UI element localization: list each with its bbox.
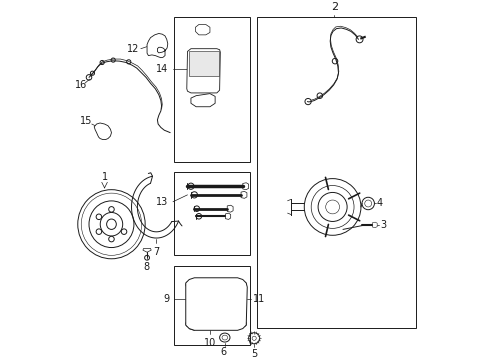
Circle shape <box>241 282 246 288</box>
Text: 14: 14 <box>155 64 167 74</box>
Text: 10: 10 <box>203 338 216 348</box>
Circle shape <box>100 60 104 64</box>
Circle shape <box>241 321 246 327</box>
Circle shape <box>96 214 102 220</box>
Text: 11: 11 <box>253 293 265 303</box>
Circle shape <box>96 229 102 234</box>
Text: 2: 2 <box>330 2 337 12</box>
Text: 4: 4 <box>376 198 382 208</box>
Circle shape <box>355 36 362 43</box>
Text: 7: 7 <box>153 247 159 257</box>
Polygon shape <box>189 51 218 76</box>
Polygon shape <box>195 24 209 35</box>
Polygon shape <box>227 205 233 212</box>
Circle shape <box>316 93 322 98</box>
Bar <box>173 266 249 345</box>
Text: 16: 16 <box>75 80 87 90</box>
Circle shape <box>108 236 114 242</box>
Text: 12: 12 <box>126 44 139 54</box>
Circle shape <box>196 213 201 219</box>
Circle shape <box>185 281 192 288</box>
Circle shape <box>191 192 197 198</box>
Polygon shape <box>94 123 111 140</box>
Ellipse shape <box>106 219 116 229</box>
Circle shape <box>90 71 94 75</box>
Polygon shape <box>190 94 215 107</box>
Text: 6: 6 <box>220 347 225 357</box>
Polygon shape <box>241 192 246 198</box>
Circle shape <box>185 320 192 327</box>
Text: 9: 9 <box>163 293 169 303</box>
Bar <box>173 17 249 162</box>
Text: 3: 3 <box>379 220 386 230</box>
Circle shape <box>144 255 149 260</box>
Bar <box>173 172 249 255</box>
Circle shape <box>111 58 115 62</box>
Polygon shape <box>371 222 376 228</box>
Circle shape <box>194 206 199 211</box>
Polygon shape <box>225 213 230 219</box>
Circle shape <box>248 333 259 344</box>
Circle shape <box>108 207 114 212</box>
Bar <box>256 17 415 328</box>
Polygon shape <box>142 248 151 252</box>
Polygon shape <box>242 183 248 190</box>
Circle shape <box>121 229 126 234</box>
Text: 15: 15 <box>80 116 93 126</box>
Polygon shape <box>186 49 220 93</box>
Text: 1: 1 <box>102 172 107 182</box>
Text: 8: 8 <box>142 262 149 271</box>
Circle shape <box>86 75 92 80</box>
Text: 5: 5 <box>250 348 257 359</box>
Circle shape <box>305 98 310 105</box>
Text: 13: 13 <box>155 197 167 207</box>
Circle shape <box>126 60 131 64</box>
Circle shape <box>187 183 194 189</box>
Polygon shape <box>185 278 247 330</box>
Ellipse shape <box>219 333 229 342</box>
Polygon shape <box>147 33 167 58</box>
Circle shape <box>331 58 337 64</box>
